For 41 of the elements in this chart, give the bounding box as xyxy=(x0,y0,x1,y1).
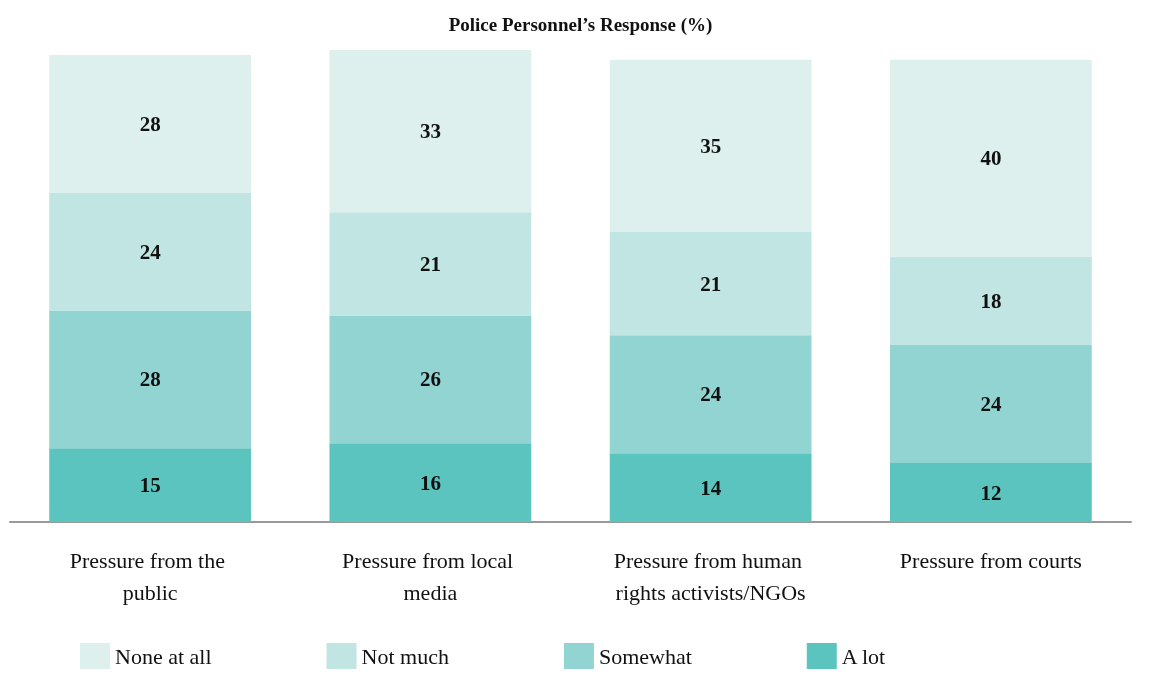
chart-title: Police Personnel’s Response (%) xyxy=(448,14,713,36)
bar xyxy=(49,310,252,449)
data-label: 21 xyxy=(700,271,722,296)
data-label: 12 xyxy=(980,480,1002,505)
bar xyxy=(609,453,812,522)
x-tick-label: Pressure from the public xyxy=(69,547,231,605)
bar xyxy=(889,59,1092,257)
x-tick-label: Pressure from human rights activists/NGOs xyxy=(613,547,808,605)
data-label: 28 xyxy=(139,111,161,136)
legend-label: A lot xyxy=(841,643,886,669)
bar xyxy=(329,50,532,213)
data-label: 28 xyxy=(139,367,161,392)
data-label: 14 xyxy=(700,475,722,500)
data-label: 26 xyxy=(419,367,441,392)
data-label: 16 xyxy=(419,470,441,495)
bar xyxy=(329,315,532,444)
x-tick-label: Pressure from courts xyxy=(899,547,1082,573)
legend-label: Somewhat xyxy=(598,643,692,669)
bar xyxy=(329,212,532,316)
legend-label: None at all xyxy=(115,643,212,669)
bar xyxy=(889,256,1092,345)
bar xyxy=(609,59,812,232)
data-label: 24 xyxy=(139,239,162,264)
data-label: 24 xyxy=(980,392,1002,416)
data-label: 40 xyxy=(980,146,1002,171)
bar xyxy=(889,463,1092,522)
bar xyxy=(49,448,252,522)
x-tick-label: Pressure from local media xyxy=(342,547,519,605)
data-label: 35 xyxy=(700,133,722,158)
data-label: 18 xyxy=(980,288,1002,313)
bar xyxy=(609,231,812,336)
data-label: 21 xyxy=(419,251,441,276)
bar xyxy=(889,345,1092,463)
legend-label: Not much xyxy=(361,643,449,669)
bar xyxy=(609,335,812,454)
data-label: 15 xyxy=(139,473,161,498)
bar xyxy=(49,54,252,193)
data-label: 33 xyxy=(419,119,441,144)
bar xyxy=(49,192,252,311)
bar xyxy=(329,443,532,522)
data-label: 24 xyxy=(700,382,722,407)
